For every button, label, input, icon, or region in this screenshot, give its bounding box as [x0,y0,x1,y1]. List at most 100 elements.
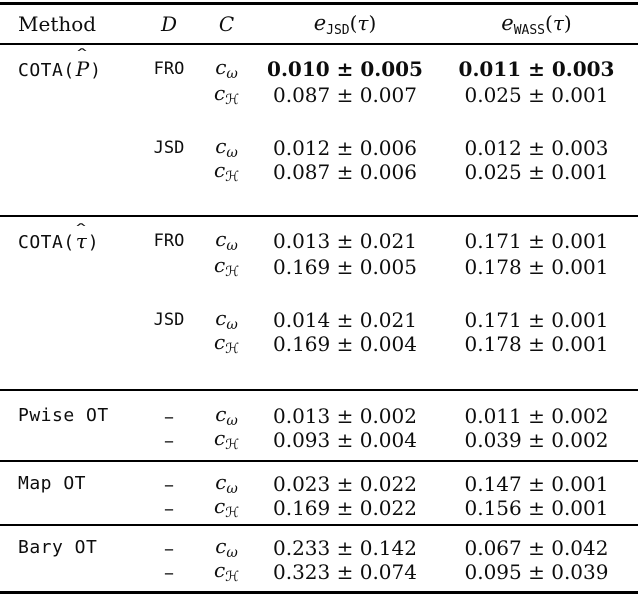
table-section-cota-tau: COTA(ˆ τ) FRO cω 0.013 ± 0.021 0.171 ± 0.001 c… [0,217,638,389]
jsd-value-cell: 0.013 ± 0.002 [255,404,435,428]
table-section-map-ot: Map OT – cω 0.023 ± 0.022 0.147 ± 0.001– cℋ 0.… [0,462,638,524]
method-label: Bary OT [18,537,98,558]
method-suffix: ) [90,59,102,81]
wass-subscript: WASS [513,22,546,38]
wass-value-cell: 0.147 ± 0.001 [435,472,638,496]
cost-subscript-H: ℋ [225,437,240,453]
table-row: Map OT – cω 0.023 ± 0.022 0.147 ± 0.001 [0,470,638,497]
cost-c-symbol: c [215,534,227,558]
wass-value: 0.011 ± 0.002 [464,403,609,428]
header-error-wass: eWASS(τ) [435,11,638,38]
jsd-subscript: JSD [326,22,350,38]
cost-c-symbol: c [215,134,227,158]
cost-subscript-H: ℋ [225,505,240,521]
hat-icon: ˆ [74,220,89,239]
distance-cell: – [140,536,198,560]
wass-value: 0.156 ± 0.001 [464,495,609,520]
method-cell: Map OT [0,473,140,494]
wass-value-cell: 0.067 ± 0.042 [435,536,638,560]
table-section-bary-ot: Bary OT – cω 0.233 ± 0.142 0.067 ± 0.042– cℋ 0… [0,526,638,591]
cost-cell: cℋ [198,81,255,108]
table-row: COTA(ˆ P) FRO cω 0.010 ± 0.005 0.011 ± 0.003 [0,45,638,82]
dash-glyph: – [164,535,174,560]
wass-value-cell: 0.025 ± 0.001 [435,160,638,184]
jsd-value-cell: 0.169 ± 0.022 [255,496,435,520]
method-suffix: ) [87,231,100,253]
cost-c-symbol: c [215,306,227,330]
section-divider-rule [0,389,638,391]
method-cell: COTA(ˆ τ) [0,222,140,253]
cost-c-symbol: c [215,55,227,79]
cost-cell: cℋ [198,253,255,280]
jsd-value-cell: 0.014 ± 0.021 [255,308,435,332]
distance-cell: – [140,472,198,496]
jsd-value-cell: 0.169 ± 0.004 [255,332,435,356]
cost-subscript-omega: ω [226,317,238,333]
cost-c-symbol: c [213,158,226,182]
jsd-value-cell: 0.013 ± 0.021 [255,229,435,253]
header-method: Method [18,12,97,36]
jsd-value: 0.087 ± 0.007 [273,82,417,107]
cost-c-symbol: c [213,253,226,277]
cost-cell: cω [198,306,255,333]
cost-c-symbol: c [215,227,227,251]
dash-glyph: – [164,559,174,584]
distance-label: JSD [153,137,185,158]
cost-subscript-omega: ω [226,413,238,429]
wass-value-cell: 0.095 ± 0.039 [435,560,638,584]
jsd-value: 0.233 ± 0.142 [273,535,417,560]
hat-letter: P [75,56,90,81]
table-row: Bary OT – cω 0.233 ± 0.142 0.067 ± 0.042 [0,534,638,561]
cost-cell: cω [198,55,255,82]
wass-value: 0.025 ± 0.001 [464,159,609,184]
table-top-rule [0,2,638,5]
cost-cell: cℋ [198,494,255,521]
wass-value: 0.067 ± 0.042 [464,535,609,560]
cost-c-symbol: c [213,494,226,518]
math-e-symbol: e [501,10,514,35]
tau-symbol: τ [357,10,369,35]
wass-value: 0.171 ± 0.001 [464,307,609,332]
cost-subscript-omega: ω [226,145,238,161]
table-body: COTA(ˆ P) FRO cω 0.010 ± 0.005 0.011 ± 0.003 c… [0,45,638,591]
wass-value: 0.025 ± 0.001 [464,82,609,107]
cost-cell: cℋ [198,426,255,453]
table-row: COTA(ˆ τ) FRO cω 0.013 ± 0.021 0.171 ± 0.001 [0,217,638,254]
section-divider-rule [0,524,638,526]
wass-value: 0.095 ± 0.039 [464,559,609,584]
jsd-value: 0.323 ± 0.074 [273,559,417,584]
cost-cell: cℋ [198,158,255,185]
distance-cell: JSD [140,138,198,158]
jsd-value-cell: 0.087 ± 0.006 [255,160,435,184]
wass-value: 0.178 ± 0.001 [464,331,609,356]
jsd-value: 0.169 ± 0.022 [273,495,417,520]
cost-subscript-omega: ω [226,66,238,82]
jsd-value: 0.169 ± 0.004 [273,331,417,356]
distance-cell: – [140,428,198,452]
wass-value-cell: 0.039 ± 0.002 [435,428,638,452]
cost-c-symbol: c [213,81,226,105]
distance-label: FRO [153,58,185,79]
paren-open: ( [349,10,358,35]
table-row: – cℋ 0.093 ± 0.004 0.039 ± 0.002 [0,426,638,453]
wass-value-cell: 0.156 ± 0.001 [435,496,638,520]
jsd-value-cell: 0.023 ± 0.022 [255,472,435,496]
section-divider-rule [0,215,638,217]
paren-close: ) [563,10,572,35]
jsd-value: 0.013 ± 0.021 [273,228,417,253]
wass-value-cell: 0.025 ± 0.001 [435,83,638,107]
jsd-value-cell: 0.093 ± 0.004 [255,428,435,452]
dash-glyph: – [164,403,174,428]
hat-icon: ˆ [75,45,90,64]
table-section-pwise-ot: Pwise OT – cω 0.013 ± 0.002 0.011 ± 0.002– cℋ… [0,391,638,460]
jsd-value-cell: 0.012 ± 0.006 [255,136,435,160]
tau-symbol: τ [552,10,564,35]
cost-cell: cω [198,534,255,561]
wass-value-cell: 0.011 ± 0.003 [435,57,638,81]
jsd-value: 0.169 ± 0.005 [273,254,417,279]
hat-letter: τ [75,228,87,253]
wass-value: 0.178 ± 0.001 [464,254,609,279]
spacer-row [0,277,638,306]
distance-cell: – [140,560,198,584]
table-row: – cℋ 0.323 ± 0.074 0.095 ± 0.039 [0,558,638,585]
